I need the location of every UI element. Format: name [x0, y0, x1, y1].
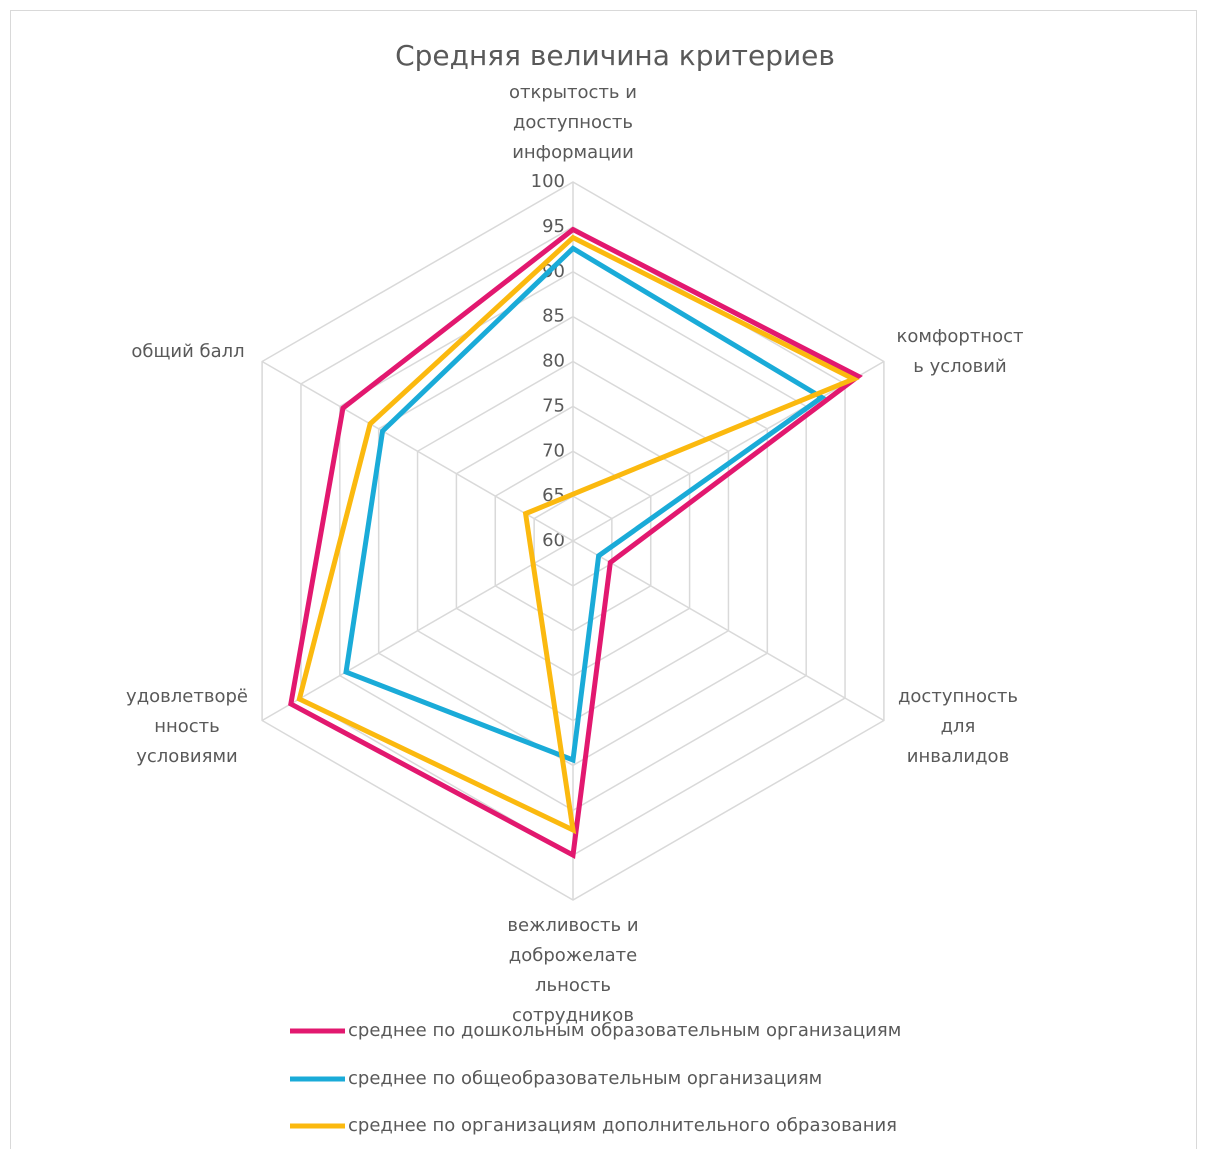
r-tick-label: 85 [542, 306, 565, 327]
category-label: доступность для инвалидов [897, 686, 1019, 767]
r-tick-label: 95 [542, 216, 565, 237]
r-tick-label: 90 [542, 261, 565, 282]
r-tick-label: 60 [542, 530, 565, 551]
spoke [261, 540, 574, 722]
legend-label: среднее по общеобразовательным организац… [348, 1068, 823, 1089]
r-tick-label: 100 [531, 171, 565, 192]
spoke [261, 360, 574, 542]
chart-title: Средняя величина критериев [395, 39, 835, 72]
category-label: открытость и доступность информации [509, 82, 637, 163]
series-line [296, 234, 860, 835]
r-tick-label: 80 [542, 351, 565, 372]
series-line [288, 226, 863, 860]
spoke [572, 360, 885, 542]
category-label: общий балл [131, 341, 245, 362]
spoke [572, 540, 885, 722]
category-label: комфортност ь условий [896, 326, 1024, 377]
chart-border [10, 10, 1197, 1149]
legend-label: среднее по организациям дополнительного … [348, 1115, 897, 1136]
series-line [343, 245, 827, 764]
r-tick-label: 75 [542, 395, 565, 416]
r-tick-label: 70 [542, 440, 565, 461]
legend-label: среднее по дошкольным образовательным ор… [348, 1020, 902, 1041]
category-label: удовлетворё нность условиями [126, 686, 248, 767]
category-label: вежливость и доброжелате льность сотрудн… [507, 915, 639, 1026]
